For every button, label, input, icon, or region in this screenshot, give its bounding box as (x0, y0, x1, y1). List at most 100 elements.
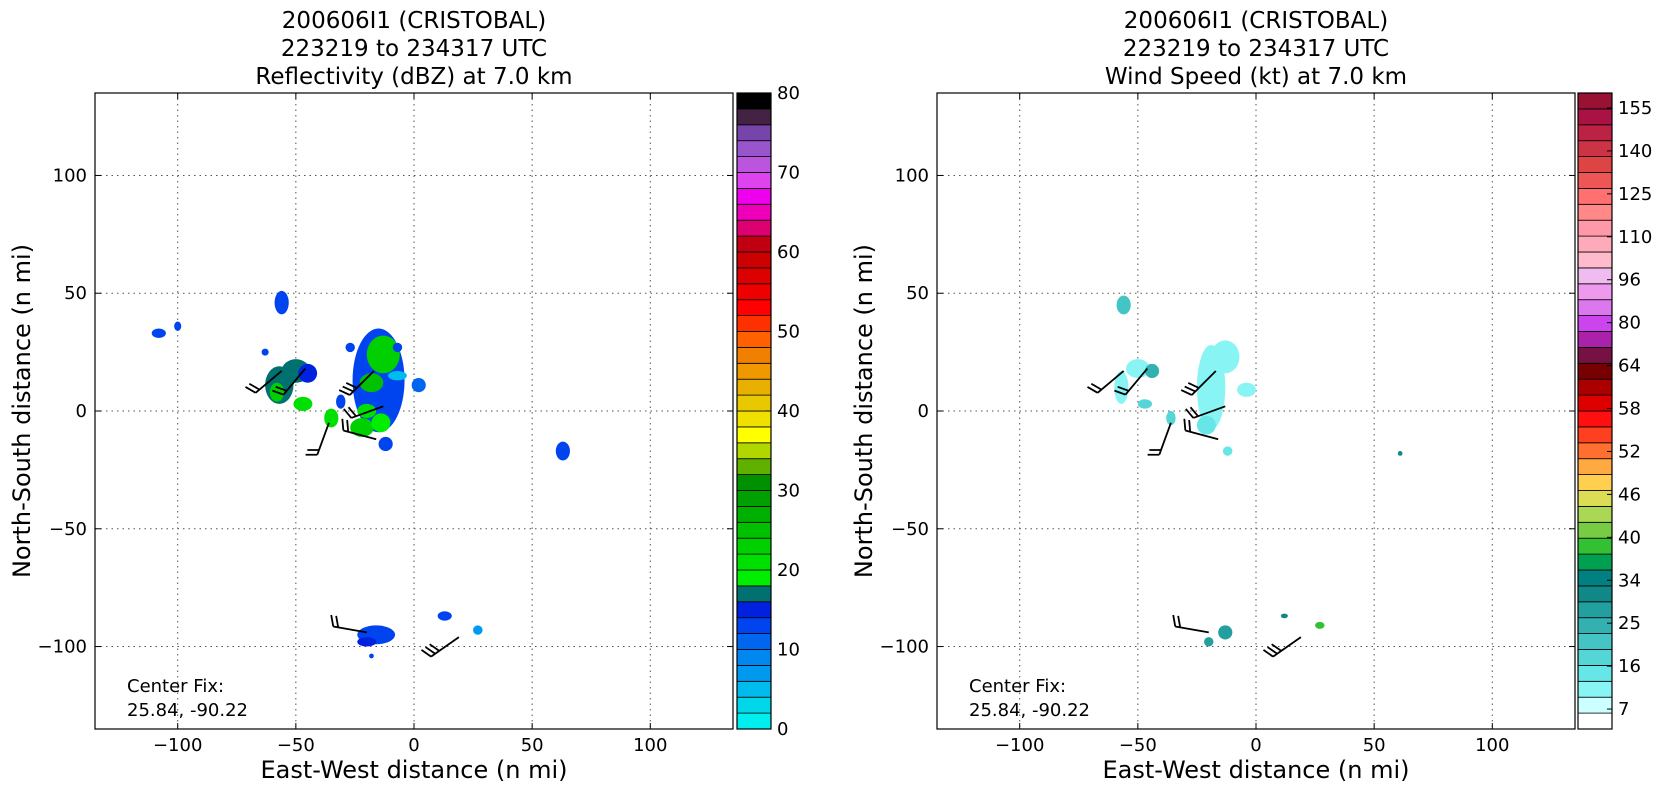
colorbar-segment (736, 490, 772, 507)
data-region (345, 342, 355, 353)
wind-barb (272, 368, 306, 396)
wind-barb (1262, 636, 1302, 658)
data-region (1280, 613, 1288, 619)
wind-barb (330, 614, 367, 634)
colorbar-segment (736, 712, 772, 730)
wind-barbs (1087, 368, 1302, 658)
colorbar-segment (1577, 490, 1613, 507)
y-tick-label: 50 (906, 283, 929, 304)
colorbar-segment (736, 156, 772, 173)
x-tick-label: 50 (521, 735, 544, 756)
data-region (378, 436, 393, 452)
barb-flag (245, 386, 257, 394)
chart-title-line: Reflectivity (dBZ) at 7.0 km (255, 64, 572, 90)
axis-ticks: −100 −50 0 50 100 −100 −50 0 50 100 (38, 93, 733, 756)
wind-barb (341, 418, 377, 441)
axis-ticks: −100 −50 0 50 100 −100 −50 0 50 100 (880, 93, 1575, 756)
barb-shaft (1272, 636, 1302, 658)
barb-flag (1087, 386, 1099, 394)
colorbar-segment (1577, 362, 1613, 380)
barb-shaft (282, 368, 306, 396)
colorbar-segment (736, 649, 772, 666)
colorbar-tick-label: 64 (1618, 356, 1641, 377)
colorbar-segment (1577, 633, 1613, 650)
colorbar-frame (1577, 92, 1613, 730)
colorbar-segment (736, 633, 772, 650)
data-region (1204, 637, 1214, 647)
colorbar-segment (1577, 378, 1613, 396)
colorbar-segment (1577, 521, 1613, 539)
data-regions (151, 290, 570, 659)
barb-flag (342, 385, 354, 393)
colorbar-segment (736, 601, 772, 619)
colorbar-tick-label: 0 (777, 719, 788, 740)
colorbar-tick-label: 58 (1618, 399, 1641, 420)
data-region (324, 408, 339, 428)
chart-title-line: 223219 to 234317 UTC (281, 36, 547, 62)
barb-shaft (1185, 429, 1219, 441)
colorbar-tick-label: 40 (777, 401, 800, 422)
y-tick-label: −100 (880, 637, 929, 658)
colorbar-segment (736, 474, 772, 491)
colorbar-tick-label: 34 (1618, 570, 1641, 591)
colorbar-segment (1577, 251, 1613, 269)
barb-shaft (1158, 422, 1172, 456)
data-region (437, 611, 452, 621)
barb-flag (1183, 418, 1187, 431)
chart-panel-2: 200606I1 (CRISTOBAL)223219 to 234317 UTC… (850, 8, 1652, 784)
data-region (388, 370, 407, 381)
chart-panel-1: 200606I1 (CRISTOBAL)223219 to 234317 UTC… (8, 8, 800, 784)
barb-flag (1090, 382, 1102, 391)
barb-flag (429, 643, 440, 652)
data-region (1137, 399, 1153, 409)
colorbar-segment (1577, 124, 1613, 142)
data-region (174, 321, 182, 331)
colorbar-tick-label: 20 (777, 560, 800, 581)
colorbar-segment (1577, 601, 1613, 619)
y-axis-label: North-South distance (n mi) (850, 244, 878, 578)
colorbar-segment (736, 283, 772, 301)
colorbar-segment (736, 696, 772, 714)
colorbar-segment (1577, 474, 1613, 491)
barb-shaft (343, 429, 377, 441)
data-region (369, 653, 374, 659)
colorbar-segment (736, 299, 772, 317)
barb-shaft (255, 370, 283, 394)
chart-title-line: 200606I1 (CRISTOBAL) (1124, 8, 1388, 34)
y-tick-label: −50 (891, 519, 929, 540)
data-region (371, 413, 391, 433)
colorbar-segment (1577, 187, 1613, 205)
colorbar-tick-label: 7 (1618, 699, 1629, 720)
barb-flag (1184, 385, 1196, 393)
wind-barb (1183, 418, 1219, 441)
barb-flag (1188, 420, 1192, 432)
y-tick-label: −50 (49, 519, 87, 540)
wind-barb (420, 636, 460, 658)
y-tick-label: 50 (64, 283, 87, 304)
colorbar-segment (1577, 219, 1613, 237)
x-tick-label: −100 (153, 735, 202, 756)
barb-flag (1117, 385, 1129, 392)
colorbar-segment (1577, 108, 1613, 126)
colorbar-tick-label: 110 (1618, 227, 1652, 248)
chart-title-line: 200606I1 (CRISTOBAL) (282, 8, 546, 34)
barb-shaft (351, 405, 384, 419)
x-tick-label: 100 (1475, 735, 1509, 756)
colorbar-segment (736, 521, 772, 539)
colorbar-segment (1577, 156, 1613, 173)
colorbar-segment (736, 187, 772, 205)
data-region (261, 348, 269, 356)
barb-flag (347, 406, 357, 417)
data-region (350, 418, 374, 437)
x-axis-label: East-West distance (n mi) (1102, 756, 1409, 784)
colorbar-segment (736, 331, 772, 348)
barb-flag (425, 646, 436, 655)
y-tick-label: 0 (76, 401, 87, 422)
colorbar-segment (1577, 140, 1613, 157)
colorbar-tick-label: 46 (1618, 484, 1641, 505)
colorbar-segment (736, 537, 772, 555)
colorbar-segment (736, 458, 772, 476)
colorbar-tick-label: 16 (1618, 656, 1641, 677)
colorbar-segment (736, 680, 772, 698)
colorbar-segment (1577, 203, 1613, 221)
